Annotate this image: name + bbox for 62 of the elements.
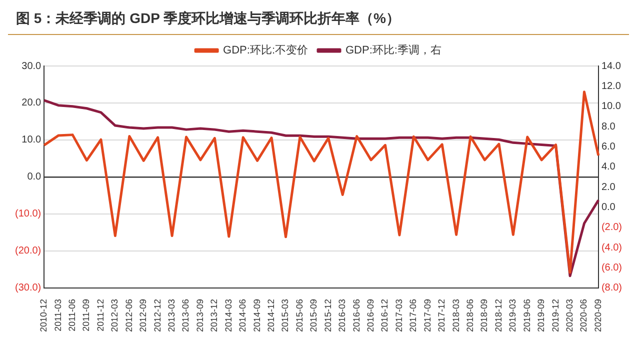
x-tick-label: 2011-09 [81,298,92,332]
legend-label: GDP:环比:季调，右 [346,44,442,57]
x-tick-label: 2019-09 [536,298,546,332]
x-tick-label: 2014-12 [266,298,276,332]
y-tick-label: 30.0 [22,60,42,72]
x-tick-label: 2010-12 [38,298,49,332]
x-tick-label: 2015-03 [280,298,290,332]
y-tick-label: 0.0 [27,172,42,183]
y2-tick-label: 10.0 [601,101,622,112]
x-tick-label: 2012-12 [152,298,162,332]
y2-tick-label: (2.0) [601,222,622,234]
y2-tick-label: 2.0 [601,182,616,193]
y-tick-label: (20.0) [15,246,42,257]
x-tick-label: 2019-06 [522,298,532,332]
x-tick-label: 2018-12 [493,298,504,332]
y-tick-label: 10.0 [22,134,42,146]
y2-tick-label: 4.0 [601,162,616,173]
x-tick-label: 2017-06 [408,298,418,332]
y2-tick-label: 0.0 [601,202,616,214]
x-tick-label: 2013-06 [180,298,191,332]
x-tick-label: 2016-09 [366,298,376,332]
y2-tick-label: 14.0 [601,60,622,72]
x-tick-label: 2013-03 [166,298,177,332]
x-tick-label: 2011-06 [67,298,78,332]
x-tick-label: 2017-03 [394,298,404,332]
x-tick-label: 2020-06 [578,298,589,332]
x-tick-label: 2013-12 [209,298,220,332]
x-tick-label: 2017-09 [422,298,432,332]
y-tick-label: (30.0) [15,282,42,294]
x-tick-label: 2018-09 [479,298,490,332]
x-tick-label: 2013-09 [194,298,205,332]
chart-title: 图 5：未经季调的 GDP 季度环比增速与季调环比折年率（%） [8,8,629,35]
x-tick-label: 2012-09 [138,298,148,332]
x-tick-label: 2017-12 [436,298,447,332]
x-tick-label: 2014-09 [252,298,262,332]
x-tick-label: 2011-12 [95,298,106,332]
x-tick-label: 2019-12 [550,298,560,332]
x-tick-label: 2012-03 [110,298,120,332]
y2-tick-label: (8.0) [601,282,622,294]
y2-tick-label: (4.0) [601,242,622,254]
x-tick-label: 2015-09 [308,298,319,332]
y-tick-label: (10.0) [15,208,42,220]
legend-label: GDP:环比:不变价 [223,44,308,57]
x-tick-label: 2012-06 [124,298,134,332]
x-tick-label: 2014-06 [238,298,248,332]
x-tick-label: 2015-06 [294,298,304,332]
x-tick-label: 2020-09 [592,298,603,332]
y-tick-label: 20.0 [22,98,42,109]
x-tick-label: 2016-03 [337,298,348,332]
x-tick-label: 2018-06 [465,298,476,332]
y2-tick-label: (6.0) [601,262,622,274]
x-tick-label: 2020-03 [564,298,574,332]
y2-tick-label: 6.0 [601,141,616,152]
x-tick-label: 2014-03 [223,298,234,332]
x-tick-label: 2016-12 [380,298,390,332]
x-tick-label: 2019-03 [508,298,518,332]
y2-tick-label: 8.0 [601,121,616,132]
x-tick-label: 2018-03 [450,298,461,332]
x-tick-label: 2015-12 [322,298,333,332]
y2-tick-label: 12.0 [601,80,622,92]
x-tick-label: 2011-03 [52,298,63,332]
x-tick-label: 2016-06 [351,298,362,332]
